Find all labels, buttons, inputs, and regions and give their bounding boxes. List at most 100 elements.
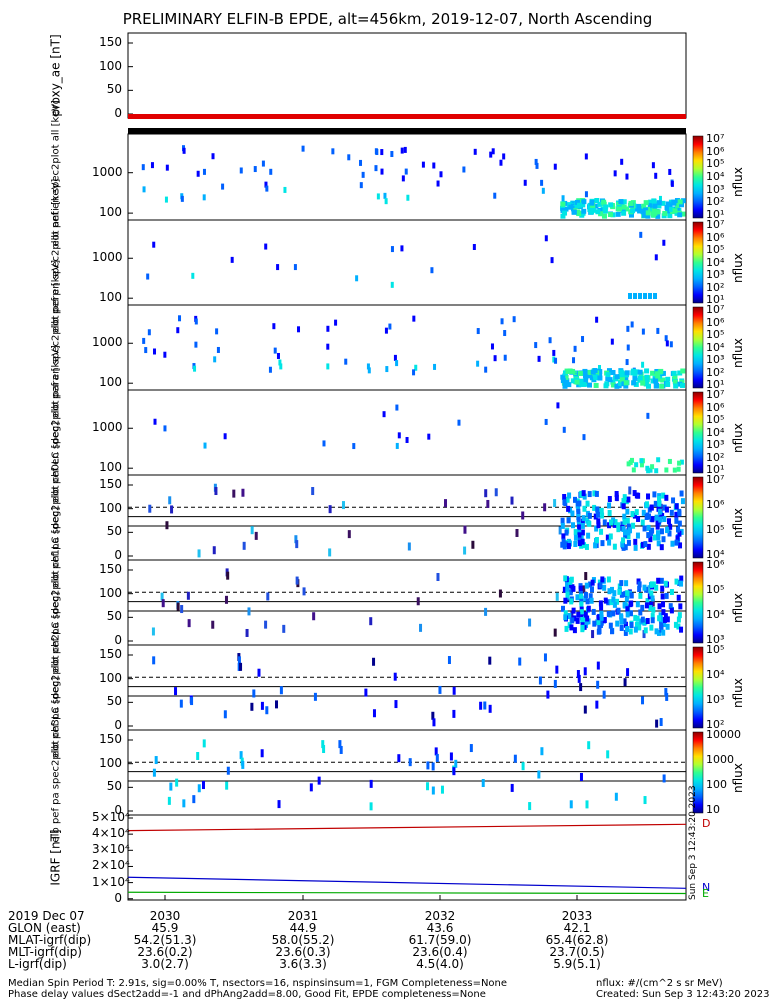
pa-pixel-pa_ch1	[312, 612, 316, 621]
energy-pixel-dense-en_all	[640, 209, 646, 215]
colorbar-pa_ch2	[692, 646, 704, 729]
pa-pixel-dense-pa_ch1	[599, 610, 604, 617]
energy-pixel-en_anti	[146, 273, 150, 280]
energy-pixel-en_perp	[178, 315, 182, 322]
pa-pixel-dense-pa_ch1	[633, 614, 638, 621]
pa-pixel-dense-pa_ch0	[674, 539, 679, 546]
energy-pixel-en_anti	[293, 264, 297, 271]
pa-pixel-dense-pa_ch0	[644, 501, 649, 508]
energy-pixel-en_perp	[334, 319, 338, 326]
pa-pixel-dense-pa_ch0	[644, 513, 649, 520]
energy-pixel-en_perp	[476, 328, 480, 335]
energy-pixel-en_anti	[430, 267, 434, 274]
ytick-pa_ch1-2: 50	[106, 609, 122, 624]
pa-pixel-pa_ch3	[587, 741, 591, 750]
energy-pixel-dense-en_perp	[562, 370, 568, 376]
pa-pixel-dense-pa_ch1	[679, 626, 684, 633]
pa-pixel-dense-pa_ch1	[583, 611, 588, 618]
cbar-tick-pa_ch2-3: 10²	[706, 718, 725, 731]
pa-pixel-dense-pa_ch1	[584, 582, 589, 589]
pa-pixel-dense-pa_ch0	[657, 499, 662, 506]
pa-pixel-dense-pa_ch1	[623, 629, 628, 636]
pa-pixel-dense-pa_ch1	[638, 592, 643, 599]
energy-pixel-en_all	[658, 195, 662, 202]
pa-pixel-dense-pa_ch0	[580, 529, 585, 536]
energy-pixel-dense-en_all	[680, 198, 686, 204]
energy-pixel-dense-en_all	[602, 208, 608, 214]
pa-pixel-dense-pa_ch1	[661, 629, 666, 636]
pa-pixel-pa_ch0	[553, 499, 557, 508]
footer-value-2-3: 65.4(62.8)	[545, 933, 609, 947]
pa-pixel-dense-pa_ch1	[565, 591, 570, 598]
energy-pixel-en_all	[489, 151, 493, 158]
pa-pixel-dense-pa_ch1	[596, 619, 601, 626]
energy-pixel-dense-en_perp	[597, 369, 603, 375]
energy-pixel-dense-en_all	[581, 199, 587, 205]
energy-pixel-dense-en_all	[641, 212, 647, 218]
pa-pixel-pa_ch0	[543, 503, 547, 512]
cbar-tick-pa_ch1-2: 10⁴	[706, 608, 725, 621]
pa-pixel-pa_ch0	[484, 489, 488, 498]
pa-pixel-pa_ch1	[302, 587, 306, 596]
pa-pixel-dense-pa_ch1	[572, 615, 577, 622]
ytick-pa_ch0-3: 0	[114, 548, 122, 562]
energy-pixel-dense-en_perp	[593, 382, 599, 388]
energy-pixel-dense-en_anti	[643, 293, 647, 299]
cbar-tick-pa_ch2-1: 10⁴	[706, 668, 725, 681]
energy-pixel-dense-en_all	[617, 206, 623, 212]
energy-pixel-dense-en_para	[677, 460, 682, 466]
cbar-tick-en_anti-3: 10⁴	[706, 255, 725, 269]
energy-pixel-dense-en_perp	[577, 370, 583, 376]
pa-pixel-pa_ch3	[169, 782, 173, 791]
energy-pixel-dense-en_all	[656, 200, 662, 206]
pa-pixel-dense-pa_ch1	[648, 605, 653, 612]
energy-pixel-dense-en_perp	[619, 377, 625, 383]
pa-pixel-pa_ch2	[431, 711, 435, 720]
cbar-tick-en_anti-2: 10⁵	[706, 243, 725, 256]
pa-pixel-dense-pa_ch0	[621, 544, 626, 551]
energy-pixel-en_perp	[216, 346, 220, 353]
pa-pixel-dense-pa_ch0	[675, 526, 680, 533]
energy-pixel-en_all	[436, 180, 440, 187]
energy-pixel-dense-en_perp	[637, 369, 643, 375]
pa-pixel-dense-pa_ch1	[576, 611, 581, 618]
energy-pixel-dense-en_perp	[665, 376, 671, 382]
pa-pixel-dense-pa_ch1	[571, 607, 576, 614]
pa-pixel-dense-pa_ch1	[657, 615, 662, 622]
energy-pixel-dense-en_perp	[658, 368, 664, 374]
ytick-proxy-3: 0	[114, 106, 122, 120]
pa-pixel-dense-pa_ch1	[629, 621, 634, 628]
energy-pixel-en_all	[150, 162, 154, 169]
footer-value-1-2: 43.6	[426, 921, 454, 935]
energy-pixel-dense-en_all	[576, 211, 582, 217]
pa-pixel-dense-pa_ch0	[620, 541, 625, 548]
energy-pixel-dense-en_perp	[582, 368, 588, 374]
energy-pixel-dense-en_all	[620, 208, 626, 214]
pa-pixel-dense-pa_ch0	[599, 507, 604, 514]
pa-pixel-dense-pa_ch0	[621, 498, 626, 505]
energy-pixel-dense-en_para	[631, 467, 636, 473]
pa-pixel-pa_ch0	[294, 535, 298, 544]
pa-pixel-dense-pa_ch1	[590, 579, 595, 586]
pa-pixel-dense-pa_ch1	[644, 602, 649, 609]
energy-pixel-dense-en_perp	[655, 373, 661, 379]
pa-pixel-dense-pa_ch0	[587, 512, 592, 519]
pa-pixel-dense-pa_ch1	[588, 593, 593, 600]
energy-pixel-en_anti	[544, 235, 548, 242]
energy-pixel-dense-en_para	[639, 462, 644, 468]
pa-pixel-pa_ch2	[641, 696, 645, 705]
energy-pixel-en_perp	[395, 360, 399, 367]
panel-frame-proxy	[127, 32, 687, 119]
pa-pixel-dense-pa_ch0	[576, 516, 581, 523]
pa-pixel-pa_ch3	[317, 776, 321, 785]
energy-pixel-en_para	[646, 412, 650, 419]
footer-value-3-0: 23.6(0.2)	[137, 945, 193, 959]
pa-pixel-dense-pa_ch1	[624, 595, 629, 602]
pa-pixel-pa_ch2	[488, 656, 492, 665]
energy-pixel-en_para	[395, 442, 399, 449]
pa-pixel-dense-pa_ch0	[652, 534, 657, 541]
energy-pixel-en_perp	[344, 358, 348, 365]
pa-pixel-pa_ch3	[662, 774, 666, 783]
pa-pixel-pa_ch1	[553, 628, 557, 637]
pa-pixel-dense-pa_ch0	[666, 518, 671, 525]
